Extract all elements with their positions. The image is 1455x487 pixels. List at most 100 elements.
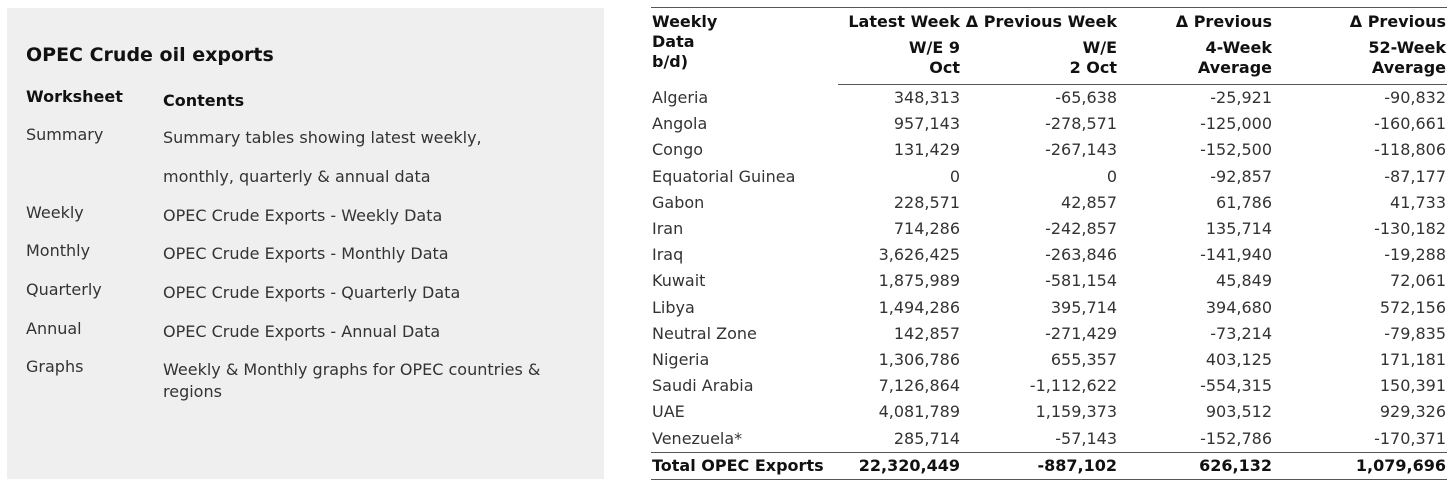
header-country-line1: Weekly	[652, 12, 718, 31]
avg52-cell: -170,371	[1374, 428, 1446, 448]
prev-week-cell: 395,714	[1050, 297, 1117, 317]
header-52week-average: 52-Week Average	[1273, 38, 1447, 85]
prev-week-cell: -271,429	[1045, 323, 1117, 343]
country-cell: Iraq	[652, 245, 684, 265]
country-cell: Kuwait	[652, 271, 706, 291]
country-cell: Angola	[652, 114, 708, 134]
latest-cell: 1,306,786	[878, 349, 960, 369]
worksheet-name-weekly[interactable]: Weekly	[26, 203, 84, 222]
avg52-cell: 72,061	[1390, 271, 1446, 291]
avg4-cell: -141,940	[1200, 245, 1272, 265]
table-row: Libya 1,494,286 395,714 394,680 572,156	[651, 295, 1447, 321]
latest-cell: 7,126,864	[878, 376, 960, 396]
contents-weekly: OPEC Crude Exports - Weekly Data	[163, 206, 443, 225]
header-previous-4week: Δ Previous	[1118, 7, 1273, 38]
table-row: Angola 957,143 -278,571 -125,000 -160,661	[651, 111, 1447, 137]
avg52-cell: -160,661	[1374, 114, 1446, 134]
avg52-cell: 41,733	[1390, 192, 1446, 212]
latest-cell: 0	[949, 166, 960, 186]
avg52-cell: -79,835	[1384, 323, 1446, 343]
country-cell: Neutral Zone	[652, 323, 757, 343]
latest-cell: 285,714	[893, 428, 960, 448]
latest-cell: 228,571	[893, 192, 960, 212]
contents-graphs-line2: regions	[163, 382, 222, 401]
avg4-cell: 394,680	[1205, 297, 1272, 317]
table-row: Nigeria 1,306,786 655,357 403,125 171,181	[651, 347, 1447, 373]
header-previous-date-line1: W/E	[1082, 38, 1117, 57]
prev-week-cell: 0	[1106, 166, 1117, 186]
prev-week-cell: -581,154	[1045, 271, 1117, 291]
worksheet-header: Worksheet	[26, 87, 123, 106]
table-row: Kuwait 1,875,989 -581,154 45,849 72,061	[651, 268, 1447, 294]
worksheet-name-quarterly[interactable]: Quarterly	[26, 280, 102, 299]
worksheet-name-graphs[interactable]: Graphs	[26, 357, 84, 376]
table-row: Neutral Zone 142,857 -271,429 -73,214 -79,83…	[651, 321, 1447, 347]
contents-summary-line2: monthly, quarterly & annual data	[163, 167, 431, 186]
table-row: Algeria 348,313 -65,638 -25,921 -90,832	[651, 85, 1447, 112]
header-4week-average: 4-Week Average	[1118, 38, 1273, 85]
header-latest-date: W/E 9 Oct	[838, 38, 961, 85]
total-latest: 22,320,449	[838, 451, 961, 480]
latest-cell: 3,626,425	[878, 245, 960, 265]
table-row: Equatorial Guinea 0 0 -92,857 -87,177	[651, 164, 1447, 190]
avg52-cell: -118,806	[1374, 140, 1446, 160]
prev-week-cell: 42,857	[1061, 192, 1117, 212]
avg52-cell: -90,832	[1384, 88, 1446, 108]
total-prev-week: -887,102	[961, 451, 1118, 480]
table-row: Saudi Arabia 7,126,864 -1,112,622 -554,315 1…	[651, 373, 1447, 399]
prev-week-cell: -267,143	[1045, 140, 1117, 160]
latest-cell: 348,313	[893, 88, 960, 108]
avg4-cell: 903,512	[1205, 402, 1272, 422]
latest-cell: 714,286	[893, 219, 960, 239]
header-row-1: Weekly Data b/d) Latest Week Δ Previous …	[651, 7, 1447, 85]
latest-cell: 4,081,789	[878, 402, 960, 422]
avg4-cell: -25,921	[1210, 88, 1272, 108]
header-row-2: W/E 9 Oct W/E 2 Oct 4-Week Average 52-We…	[651, 38, 1447, 85]
worksheet-name-monthly[interactable]: Monthly	[26, 241, 91, 260]
contents-annual: OPEC Crude Exports - Annual Data	[163, 322, 441, 341]
avg52-cell: -19,288	[1384, 245, 1446, 265]
header-52week-line2: Average	[1371, 58, 1446, 77]
header-previous-date: W/E 2 Oct	[961, 38, 1118, 85]
country-cell: Algeria	[652, 87, 709, 107]
country-cell: Venezuela*	[652, 428, 743, 448]
worksheet-name-summary[interactable]: Summary	[26, 125, 104, 144]
header-previous-52week: Δ Previous	[1273, 7, 1447, 38]
header-latest-date-line2: Oct	[929, 58, 960, 77]
header-country: Weekly Data b/d)	[651, 7, 838, 85]
avg4-cell: 61,786	[1216, 192, 1272, 212]
table-row: Gabon 228,571 42,857 61,786 41,733	[651, 190, 1447, 216]
header-4week-line1: 4-Week	[1205, 38, 1272, 57]
avg52-cell: 572,156	[1379, 297, 1446, 317]
avg52-cell: 171,181	[1379, 349, 1446, 369]
table-row: Iran 714,286 -242,857 135,714 -130,182	[651, 216, 1447, 242]
avg4-cell: -125,000	[1200, 114, 1272, 134]
country-cell: Congo	[652, 140, 704, 160]
contents-quarterly: OPEC Crude Exports - Quarterly Data	[163, 283, 461, 302]
prev-week-cell: -278,571	[1045, 114, 1117, 134]
latest-cell: 142,857	[893, 323, 960, 343]
table-row: Congo 131,429 -267,143 -152,500 -118,806	[651, 137, 1447, 163]
contents-monthly: OPEC Crude Exports - Monthly Data	[163, 244, 449, 263]
panel-title: OPEC Crude oil exports	[26, 44, 274, 66]
avg4-cell: 135,714	[1205, 219, 1272, 239]
worksheet-name-annual[interactable]: Annual	[26, 319, 82, 338]
country-cell: Libya	[652, 297, 695, 317]
table-row: Iraq 3,626,425 -263,846 -141,940 -19,288	[651, 242, 1447, 268]
latest-cell: 131,429	[893, 140, 960, 160]
header-52week-line1: 52-Week	[1368, 38, 1446, 57]
prev-week-cell: -65,638	[1055, 88, 1117, 108]
avg52-cell: -87,177	[1384, 166, 1446, 186]
total-avg4: 626,132	[1118, 451, 1273, 480]
avg4-cell: -73,214	[1210, 323, 1272, 343]
header-latest-week: Latest Week	[838, 7, 961, 38]
country-cell: UAE	[652, 402, 685, 422]
avg4-cell: 45,849	[1216, 271, 1272, 291]
contents-graphs-line1: Weekly & Monthly graphs for OPEC countri…	[163, 360, 541, 379]
prev-week-cell: 655,357	[1050, 349, 1117, 369]
weekly-summary-table: Weekly Data b/d) Latest Week Δ Previous …	[651, 7, 1447, 480]
country-cell: Saudi Arabia	[652, 376, 754, 396]
contents-header: Contents	[163, 91, 245, 110]
avg4-cell: -92,857	[1210, 166, 1272, 186]
prev-week-cell: -242,857	[1045, 219, 1117, 239]
